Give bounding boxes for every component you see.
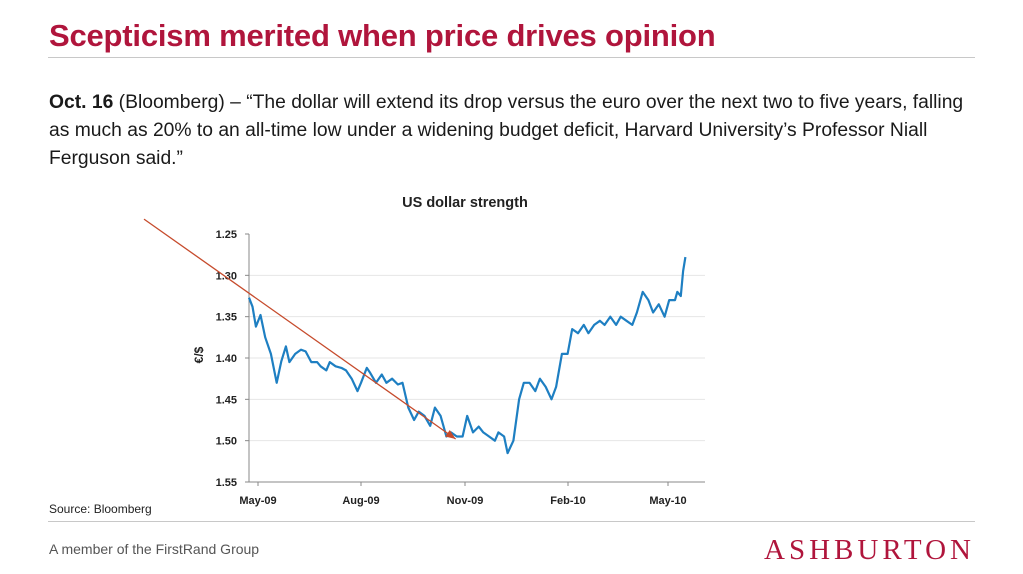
quote-text: (Bloomberg) – “The dollar will extend it… [49,92,964,169]
x-tick-label: Feb-10 [550,495,585,507]
y-axis-label: €/$ [192,346,206,363]
x-tick-label: Aug-09 [342,495,379,507]
source-note: Source: Bloomberg [49,502,152,516]
y-tick-label: 1.45 [216,394,237,406]
footer-divider [48,521,975,522]
slide-title: Scepticism merited when price drives opi… [49,18,716,53]
news-quote: Oct. 16 (Bloomberg) – “The dollar will e… [49,89,979,173]
quote-date: Oct. 16 [49,92,114,113]
x-tick-labels: May-09 Aug-09 Nov-09 Feb-10 May-10 [239,495,686,507]
ashburton-logo: ASHBURTON [764,534,975,566]
arrow-head [445,429,456,440]
chart-gridlines [249,274,705,442]
trend-arrow [143,218,457,440]
y-tick-label: 1.50 [216,436,237,448]
arrow-shaft [143,218,457,440]
y-tick-label: 1.35 [216,312,237,324]
title-divider [48,57,975,58]
chart-title: US dollar strength [402,195,528,211]
y-tick-label: 1.40 [216,353,237,365]
footer-member-text: A member of the FirstRand Group [49,541,260,557]
x-tick-label: Nov-09 [447,495,484,507]
chart-axes [245,233,705,486]
y-tick-label: 1.55 [216,477,237,489]
x-tick-label: May-09 [239,495,276,507]
y-tick-label: 1.25 [216,229,237,241]
series-line [247,256,687,455]
x-tick-label: May-10 [649,495,686,507]
y-tick-labels: 1.251.301.351.401.451.501.55 [216,229,237,489]
